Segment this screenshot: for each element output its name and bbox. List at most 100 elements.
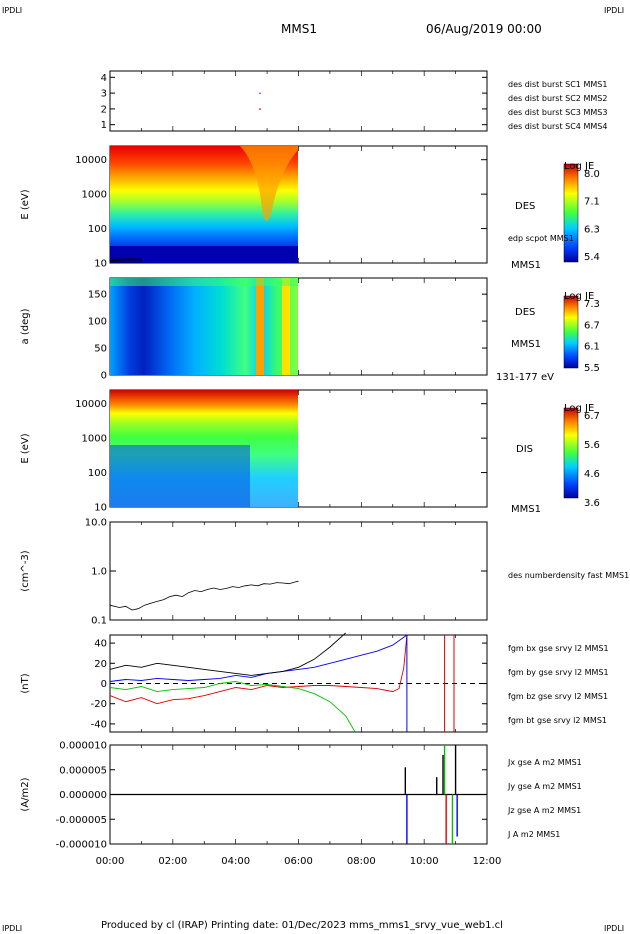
y-tick-label: 10.0 xyxy=(85,518,107,529)
panel-side-label: DES xyxy=(515,307,535,318)
panel-bottom-label: MMS1 xyxy=(511,504,541,515)
y-tick-label: 10000 xyxy=(75,399,107,410)
legend-entry: Jy gse A m2 MMS1 xyxy=(507,782,582,791)
colorbar-tick-label: 5.6 xyxy=(584,440,600,451)
panel-bottom-label: MMS1 xyxy=(511,260,541,271)
y-tick-label: 4 xyxy=(101,73,107,84)
y-tick-label: 0.000000 xyxy=(59,790,107,801)
panel-side-label: DIS xyxy=(516,444,533,455)
colorbar-tick-label: 3.6 xyxy=(584,498,600,509)
legend-entry: des dist burst SC1 MMS1 xyxy=(508,80,607,89)
y-tick-label: 10 xyxy=(94,259,107,270)
y-tick-label: 150 xyxy=(88,290,107,301)
legend-entry: des dist burst SC2 MMS2 xyxy=(508,94,607,103)
colorbar-tick-label: 6.7 xyxy=(584,411,600,422)
colorbar-tick-label: 6.3 xyxy=(584,224,600,235)
scpot-line xyxy=(109,258,143,262)
legend-entry: des dist burst SC3 MMS3 xyxy=(508,108,607,117)
corner-label-top-right: IPDLI xyxy=(604,6,624,15)
y-tick-label: -20 xyxy=(91,699,107,710)
legend-entry: J A m2 MMS1 xyxy=(507,830,560,839)
y-tick-label: 100 xyxy=(88,317,107,328)
dis-energy-spectrogram xyxy=(110,390,298,507)
colorbar-tick-label: 7.1 xyxy=(584,197,600,208)
time-tick-label: 10:00 xyxy=(410,856,439,867)
colorbar-title: Log JE xyxy=(564,291,594,302)
legend-entry: fgm bz gse srvy l2 MMS1 xyxy=(508,692,608,701)
colorbar-tick-label: 6.7 xyxy=(584,320,600,331)
footer-text: Produced by cl (IRAP) Printing date: 01/… xyxy=(101,920,503,931)
legend-entry: fgm bt gse srvy l2 MMS1 xyxy=(508,716,607,725)
panel-bottom-label: MMS1 xyxy=(511,339,541,350)
colorbar-tick-label: 6.1 xyxy=(584,342,600,353)
y-tick-label: 1.0 xyxy=(91,567,107,578)
field-series-line xyxy=(109,634,408,682)
y-tick-label: 20 xyxy=(94,659,107,670)
time-tick-label: 06:00 xyxy=(284,856,313,867)
time-tick-label: 04:00 xyxy=(221,856,250,867)
figure-date: 06/Aug/2019 00:00 xyxy=(426,22,542,36)
y-tick-label: 0 xyxy=(101,679,107,690)
field-series-line xyxy=(109,681,356,733)
y-axis-label: (cm^-3) xyxy=(20,550,31,591)
y-tick-label: 1000 xyxy=(82,434,107,445)
des-energy-spectrogram xyxy=(110,146,298,263)
y-tick-label: -40 xyxy=(91,719,107,730)
y-tick-label: 2 xyxy=(101,104,107,115)
y-tick-label: 0.000005 xyxy=(59,765,107,776)
legend-entry: des numberdensity fast MMS1 xyxy=(508,571,629,580)
y-tick-label: 3 xyxy=(101,89,107,100)
burst-point xyxy=(259,108,261,110)
time-tick-label: 02:00 xyxy=(158,856,187,867)
colorbars xyxy=(563,163,579,499)
legend-entry: des dist burst SC4 MMS4 xyxy=(508,122,607,131)
panel-side-label: DES xyxy=(515,201,535,212)
y-tick-label: 40 xyxy=(94,639,107,650)
time-tick-label: 12:00 xyxy=(473,856,502,867)
y-tick-label: -0.000005 xyxy=(56,815,107,826)
legend-entry: Jx gse A m2 MMS1 xyxy=(507,758,582,767)
y-tick-label: 10 xyxy=(94,503,107,514)
colorbar-title: Log JE xyxy=(564,161,594,172)
y-tick-label: -0.000010 xyxy=(56,840,107,851)
time-tick-label: 08:00 xyxy=(347,856,376,867)
panel-frame-1 xyxy=(109,70,488,132)
legend-entry: fgm bx gse srvy l2 MMS1 xyxy=(508,644,609,653)
y-axis-label: (nT) xyxy=(20,673,31,693)
y-tick-label: 10000 xyxy=(75,155,107,166)
y-tick-label: 1 xyxy=(101,120,107,131)
y-tick-label: 0.000010 xyxy=(59,741,107,752)
y-axis-label: (A/m2) xyxy=(20,777,31,811)
energy-range-label: 131-177 eV xyxy=(496,372,554,383)
corner-label-bottom-left: IPDLI xyxy=(2,924,22,933)
colorbar-tick-label: 4.6 xyxy=(584,469,600,480)
colorbar-tick-label: 5.4 xyxy=(584,252,600,263)
colorbar-tick-label: 5.5 xyxy=(584,363,600,374)
density-line xyxy=(109,580,299,611)
legend-entry: fgm by gse srvy l2 MMS1 xyxy=(508,668,609,677)
colorbar-tick-label: 7.3 xyxy=(584,299,600,310)
burst-point xyxy=(259,92,261,95)
y-axis-label: a (deg) xyxy=(20,308,31,344)
corner-label-bottom-right: IPDLI xyxy=(604,924,624,933)
panel-frame-5 xyxy=(109,521,488,621)
y-axis-label: E (eV) xyxy=(20,189,31,219)
y-axis-label: E (eV) xyxy=(20,433,31,463)
field-series-line xyxy=(109,634,408,705)
field-series-line xyxy=(109,632,346,676)
colorbar-title: Log JE xyxy=(564,403,594,414)
overlay-label: edp scpot MMS1 xyxy=(508,234,574,243)
y-tick-label: 1000 xyxy=(82,190,107,201)
y-tick-label: 0.1 xyxy=(91,616,107,627)
colorbar-tick-label: 8.0 xyxy=(584,169,600,180)
y-tick-label: 100 xyxy=(88,468,107,479)
corner-label-top-left: IPDLI xyxy=(2,6,22,15)
y-tick-label: 100 xyxy=(88,224,107,235)
legend-entry: Jz gse A m2 MMS1 xyxy=(507,806,581,815)
time-tick-label: 00:00 xyxy=(96,856,125,867)
y-tick-label: 50 xyxy=(94,344,107,355)
figure-title: MMS1 xyxy=(281,22,317,36)
des-pitch-spectrogram xyxy=(110,278,298,375)
y-tick-label: 0 xyxy=(101,371,107,382)
